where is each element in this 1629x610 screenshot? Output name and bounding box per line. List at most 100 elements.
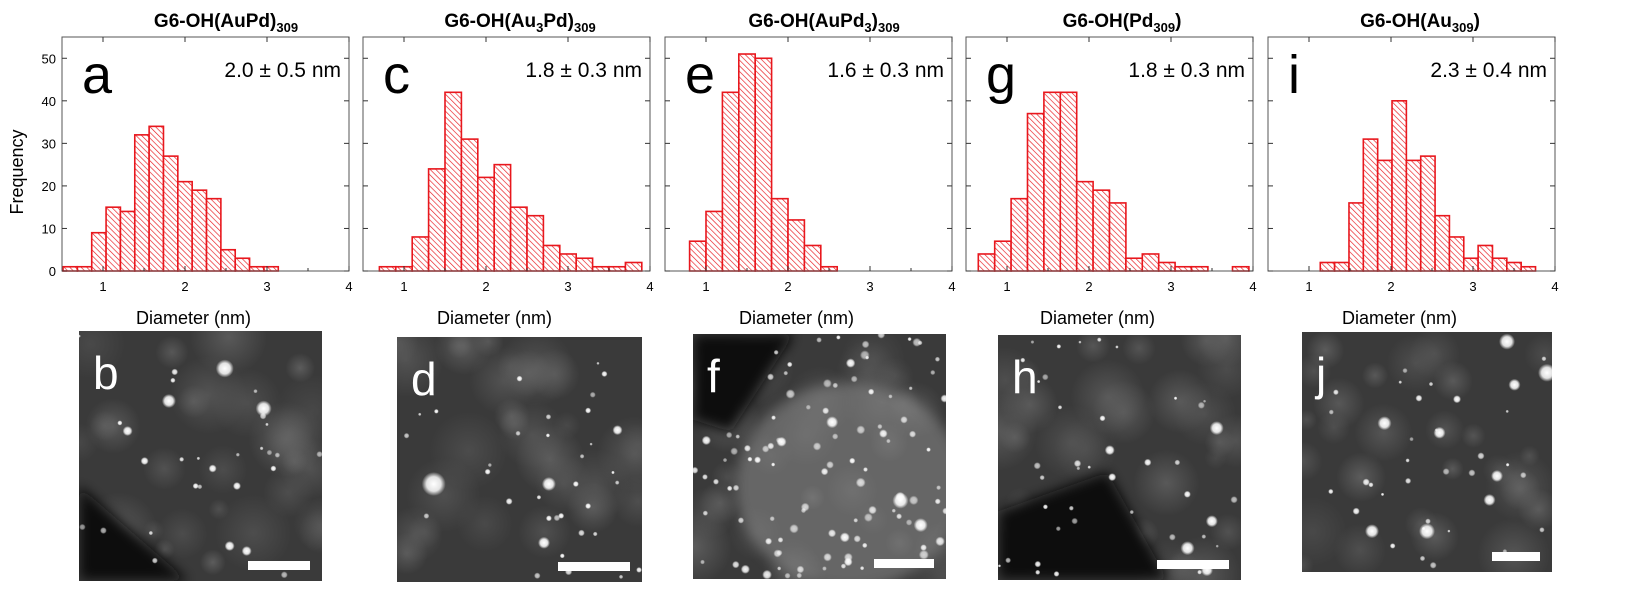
nanoparticle-large <box>161 394 176 408</box>
nanoparticle-large <box>208 464 217 473</box>
nanoparticle <box>765 537 773 545</box>
support-region <box>736 383 946 579</box>
x-tick-label: 4 <box>345 279 352 294</box>
nanoparticle <box>1215 544 1219 548</box>
x-tick-label: 3 <box>564 279 571 294</box>
bar-c-10 <box>542 244 561 272</box>
texture-blob <box>498 408 530 440</box>
panel-title: G6-OH(AuPd)309 <box>154 11 298 35</box>
x-tick-label: 1 <box>1003 279 1010 294</box>
nanoparticle-large <box>1538 363 1552 382</box>
bar-c-8 <box>509 206 528 272</box>
plot-frame <box>965 36 1254 272</box>
bar-c-14 <box>608 265 627 272</box>
bar-i-11 <box>1477 244 1494 272</box>
panel-title: G6-OH(AuPd3)309 <box>748 11 899 35</box>
title-subscript: 3 <box>536 20 543 35</box>
nanoparticle <box>908 495 919 506</box>
x-tick-label: 3 <box>1167 279 1174 294</box>
nanoparticle <box>735 434 741 439</box>
nanoparticle <box>693 466 699 474</box>
nanoparticle <box>505 497 513 505</box>
texture-blob <box>1336 452 1386 502</box>
y-tick-label: 20 <box>42 179 56 194</box>
nanoparticle <box>418 412 422 416</box>
nanoparticle-large <box>1499 333 1515 350</box>
nanoparticle-large <box>232 482 241 490</box>
texture-blob <box>567 482 619 534</box>
nanoparticle <box>877 423 883 430</box>
nanoparticle-large <box>1483 494 1496 506</box>
dark-region <box>693 334 795 432</box>
nanoparticle <box>816 337 822 343</box>
nanoparticle <box>1035 569 1041 575</box>
nanoparticle <box>1034 560 1042 568</box>
nanoparticle-large <box>241 546 252 556</box>
nanoparticle <box>789 524 799 534</box>
nanoparticle <box>917 340 923 346</box>
nanoparticle-large <box>1209 421 1224 436</box>
title-subscript: 309 <box>1452 20 1474 35</box>
texture-blob <box>518 505 571 559</box>
nanoparticle-large <box>1419 523 1435 540</box>
nanoparticle <box>845 358 856 368</box>
nanoparticle <box>614 480 620 485</box>
nanoparticle <box>1055 526 1061 532</box>
nanoparticle <box>773 349 779 355</box>
y-axis-label: Frequency <box>7 129 27 214</box>
nanoparticle <box>1409 436 1414 442</box>
nanoparticle <box>259 446 264 451</box>
nanoparticle <box>545 433 551 438</box>
texture-blob <box>472 337 504 357</box>
nanoparticle <box>702 510 709 516</box>
nanoparticle <box>732 484 740 492</box>
nanoparticle <box>900 416 908 424</box>
title-tail: ) <box>1175 11 1181 32</box>
nanoparticle <box>1328 409 1334 415</box>
nanoparticle <box>403 432 410 439</box>
bar-a-9 <box>191 189 208 272</box>
bar-a-7 <box>162 155 179 272</box>
x-tick-label: 2 <box>181 279 188 294</box>
nanoparticle <box>559 553 565 559</box>
nanoparticle <box>800 502 810 512</box>
bar-a-0 <box>62 265 79 272</box>
nanoparticle <box>1056 344 1062 349</box>
plot-frame <box>664 36 953 272</box>
nanoparticle <box>1380 492 1385 497</box>
nanoparticle <box>934 356 941 362</box>
nanoparticle-large <box>255 400 272 417</box>
nanoparticle <box>891 508 896 513</box>
nanoparticle <box>856 425 866 435</box>
nanoparticle <box>235 452 240 457</box>
nanoparticle <box>998 564 1002 568</box>
texture-blob <box>1133 449 1200 517</box>
title-subscript: 3 <box>864 20 871 35</box>
nanoparticle <box>592 531 598 537</box>
nanoparticle <box>117 420 123 426</box>
micrograph-f: f <box>693 334 946 579</box>
nanoparticle <box>1405 458 1410 463</box>
texture-blob <box>1209 513 1241 551</box>
nanoparticle-large <box>538 536 550 549</box>
nanoparticle <box>1477 452 1485 460</box>
nanoparticle <box>596 361 600 365</box>
title-subscript: 309 <box>1153 20 1175 35</box>
nanoparticle <box>783 370 789 376</box>
nanoparticle <box>743 444 751 452</box>
texture-blob <box>1076 335 1111 363</box>
bar-a-6 <box>148 125 165 272</box>
nanoparticle <box>840 563 847 569</box>
nanoparticle <box>908 386 913 391</box>
bar-g-2 <box>1010 197 1029 272</box>
nanoparticle <box>487 462 492 468</box>
nanoparticle <box>171 368 179 376</box>
micrograph-j: j <box>1302 332 1552 572</box>
nanoparticle <box>1402 367 1408 374</box>
texture-blob <box>1354 403 1413 462</box>
nanoparticle <box>1201 534 1207 539</box>
nanoparticle <box>151 557 158 564</box>
bar-c-4 <box>444 91 463 272</box>
texture-blob <box>693 486 736 539</box>
nanoparticle <box>1144 458 1152 467</box>
